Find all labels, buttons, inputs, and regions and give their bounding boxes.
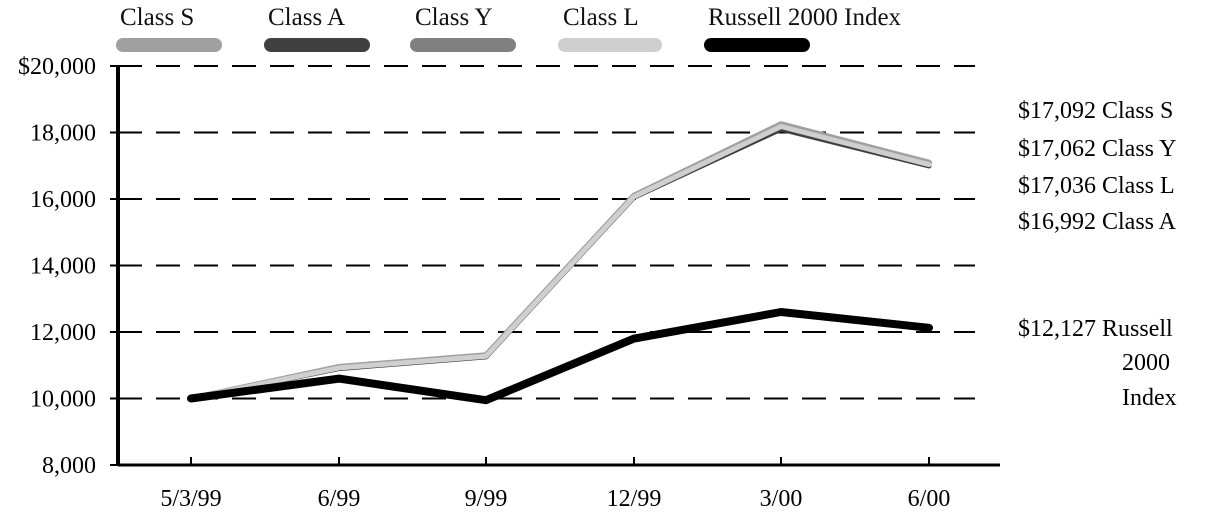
legend-label: Class S [120,4,195,31]
series-line-class-y [188,123,932,401]
legend-label: Class Y [415,4,493,31]
series-line-class-l [188,124,932,401]
axes [110,65,1000,467]
series-line-class-s [188,121,932,402]
end-label-russell-line: Index [1122,385,1177,411]
legend-swatch [704,38,810,52]
gridlines [118,65,975,400]
x-tick-label: 9/99 [465,486,508,512]
legend-swatch [558,38,662,52]
series-line-russell-2000-index [187,308,933,405]
end-label: $16,992 Class A [1018,209,1177,235]
y-tick-label: $20,000 [18,54,96,80]
y-tick-label: 14,000 [30,254,96,280]
chart-legend: Class S Class A Class Y Class L Russell … [0,4,1217,54]
legend-label: Russell 2000 Index [708,4,902,31]
x-tick-label: 3/00 [760,486,803,512]
end-label-russell-value: $12,127 Russell [1018,316,1173,342]
y-tick-label: 8,000 [42,453,96,479]
y-tick-label: 12,000 [30,320,96,346]
x-tick-label: 12/99 [607,486,662,512]
x-tick-label: 6/99 [318,486,361,512]
x-axis-tick-labels: 5/3/99 6/99 9/99 12/99 3/00 6/00 [160,486,950,512]
legend-swatch [410,38,516,52]
end-label: $17,036 Class L [1018,173,1175,199]
end-value-labels: $17,092 Class S $17,062 Class Y $17,036 Cl… [1018,98,1177,411]
y-tick-label: 10,000 [30,387,96,413]
x-tick-label: 5/3/99 [160,486,221,512]
x-tick-label: 6/00 [908,486,951,512]
end-label: $17,062 Class Y [1018,136,1176,162]
series-line-class-a [188,126,932,401]
end-label-russell-line: 2000 [1122,350,1170,376]
legend-swatch [264,38,370,52]
legend-label: Class A [268,4,346,31]
y-axis-tick-labels: $20,000 18,000 16,000 14,000 12,000 10,000 8,0… [18,54,96,479]
y-tick-label: 18,000 [30,121,96,147]
series-lines [187,121,933,405]
legend-swatch [116,38,222,52]
end-label: $17,092 Class S [1018,98,1173,124]
y-tick-label: 16,000 [30,187,96,213]
legend-label: Class L [563,4,639,31]
